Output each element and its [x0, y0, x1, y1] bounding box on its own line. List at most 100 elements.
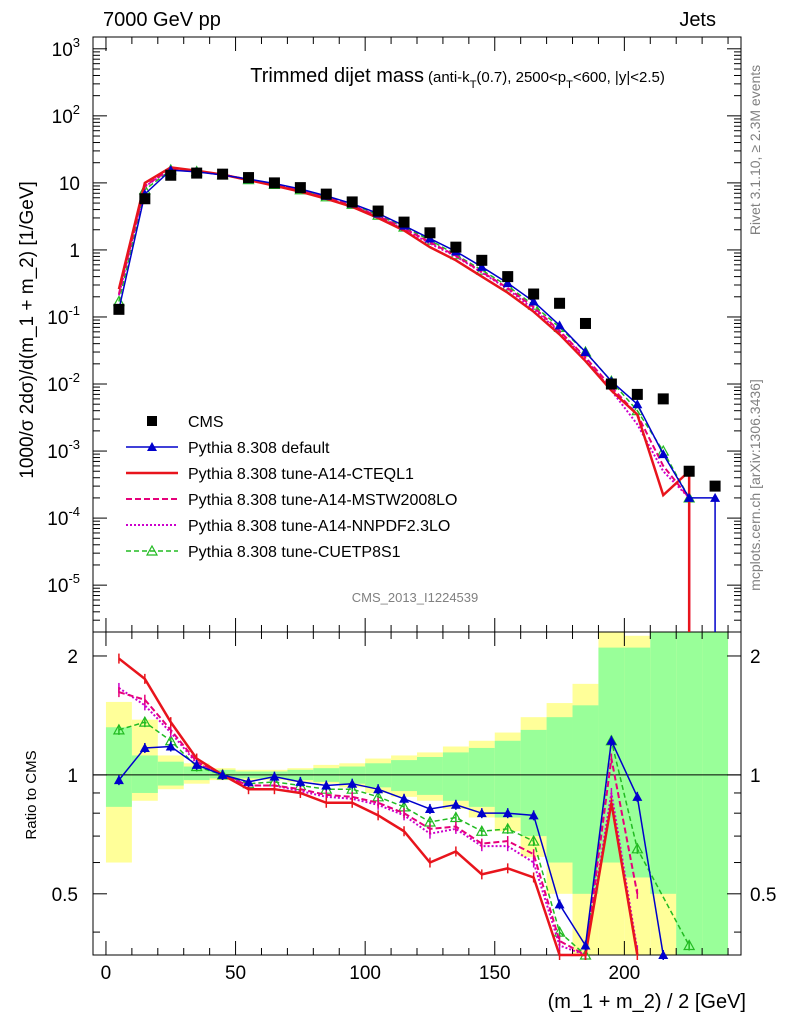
- ratio-y-tick-label: 2: [67, 647, 78, 668]
- cms-data-point: [191, 167, 203, 179]
- cms-data-point: [502, 271, 514, 283]
- legend-label: Pythia 8.308 tune-A14-MSTW2008LO: [188, 492, 457, 509]
- legend-label: Pythia 8.308 tune-CUETP8S1: [188, 544, 401, 561]
- ratio-band-inner: [105, 727, 132, 807]
- a14_mstw-series: [117, 167, 691, 632]
- default-marker: [476, 808, 487, 818]
- ratio-band-inner: [702, 632, 729, 955]
- legend-item-default: Pythia 8.308 default: [126, 440, 330, 457]
- default-marker: [554, 320, 565, 330]
- cms-data-point: [268, 177, 280, 189]
- default-ratio-series: [113, 735, 669, 960]
- ratio-band-inner: [468, 747, 495, 807]
- ratio-y-axis-label: Ratio to CMS: [23, 750, 40, 839]
- cuetp8s1-marker: [501, 822, 514, 834]
- main-y-tick-label: 102: [52, 102, 80, 128]
- main-y-tick-label: 1: [69, 241, 80, 262]
- ratio-band-inner: [494, 740, 521, 818]
- default-marker: [424, 803, 435, 813]
- ratio-band-inner: [572, 705, 599, 894]
- default-marker: [658, 449, 669, 459]
- cms-data-point: [605, 378, 617, 390]
- cms-data-point: [294, 182, 306, 194]
- x-tick-label: 100: [349, 963, 381, 984]
- default-marker: [684, 492, 695, 502]
- legend: CMS Pythia 8.308 default Pythia 8.308 tune…: [126, 414, 457, 561]
- default-marker: [580, 940, 591, 950]
- default-marker: [632, 791, 643, 801]
- cuetp8s1-marker: [683, 939, 696, 951]
- default-marker: [373, 784, 384, 794]
- default-marker: [191, 759, 202, 769]
- a14_mstw-ratio-line: [118, 691, 639, 957]
- ratio-band-inner: [650, 632, 677, 894]
- default-marker: [347, 778, 358, 788]
- ratio-band-inner: [391, 760, 417, 792]
- a14_cteql1-series: [117, 166, 691, 632]
- default-marker: [632, 399, 643, 409]
- ratio-band-inner: [676, 632, 703, 955]
- main-y-tick-label: 103: [52, 35, 80, 61]
- cms-data-point: [346, 196, 358, 208]
- default-marker: [476, 261, 487, 271]
- cms-data-point: [372, 205, 384, 217]
- ratio-band-inner: [183, 766, 210, 781]
- ratio-y-tick-label: 0.5: [52, 885, 78, 906]
- header-right: Jets: [679, 9, 716, 31]
- ratio-band-inner: [546, 717, 573, 863]
- mcplots-label: mcplots.cern.ch [arXiv:1306.3436]: [747, 379, 763, 591]
- legend-item-cuetp8s1: Pythia 8.308 tune-CUETP8S1: [126, 544, 401, 561]
- main-y-tick-label: 10: [59, 174, 80, 195]
- cuetp8s1-marker: [449, 811, 462, 823]
- cms-data-point: [398, 216, 410, 228]
- ratio-band-inner: [624, 647, 651, 878]
- legend-label: Pythia 8.308 default: [188, 440, 330, 457]
- ratio-band-inner: [157, 761, 184, 786]
- cms-data-point: [165, 169, 177, 181]
- analysis-id-label: CMS_2013_I1224539: [352, 590, 479, 605]
- x-tick-label: 50: [225, 963, 246, 984]
- default-marker: [450, 799, 461, 809]
- legend-item-a14_nnpdf: Pythia 8.308 tune-A14-NNPDF2.3LO: [126, 518, 450, 535]
- legend-item-a14_mstw: Pythia 8.308 tune-A14-MSTW2008LO: [126, 492, 457, 509]
- cms-series: [113, 167, 721, 492]
- cuetp8s1-marker: [112, 723, 125, 735]
- cms-data-point: [424, 227, 436, 239]
- cms-data-point: [320, 188, 332, 200]
- rivet-version-label: Rivet 3.1.10, ≥ 2.3M events: [747, 65, 763, 235]
- cuetp8s1-marker: [138, 715, 151, 727]
- cms-data-point: [631, 388, 643, 400]
- cuetp8s1-series: [112, 163, 696, 632]
- main-series: [112, 163, 721, 632]
- default-marker: [165, 741, 176, 751]
- x-tick-label: 150: [479, 963, 511, 984]
- ratio-y-tick-label: 1: [67, 766, 78, 787]
- default-marker: [528, 296, 539, 306]
- default-marker: [658, 950, 669, 959]
- default-ratio-line: [118, 738, 664, 956]
- ratio-y-tick-label-right: 2: [750, 647, 761, 668]
- main-y-tick-label: 10-3: [47, 437, 80, 463]
- main-y-tick-label: 10-4: [47, 504, 80, 530]
- cms-data-point: [217, 168, 229, 180]
- default-marker: [113, 775, 124, 785]
- ratio-bands: [105, 632, 729, 955]
- cuetp8s1-marker: [145, 544, 159, 556]
- x-tick-label: 0: [101, 963, 112, 984]
- ratio-y-tick-label-right: 0.5: [750, 885, 776, 906]
- cms-data-point: [476, 254, 488, 266]
- cuetp8s1-marker: [475, 825, 488, 836]
- cms-data-point: [243, 172, 255, 184]
- ratio-band-inner: [417, 756, 443, 795]
- default-marker: [554, 899, 565, 909]
- legend-label: Pythia 8.308 tune-A14-NNPDF2.3LO: [188, 518, 450, 535]
- x-axis-label: (m_1 + m_2) / 2 [GeV]: [548, 991, 746, 1013]
- ratio-y-tick-label-right: 1: [750, 766, 761, 787]
- main-y-tick-label: 10-5: [47, 571, 80, 597]
- cms-data-point: [113, 303, 125, 315]
- default-marker: [502, 278, 513, 288]
- cms-data-point: [579, 317, 591, 329]
- default-marker: [217, 769, 228, 779]
